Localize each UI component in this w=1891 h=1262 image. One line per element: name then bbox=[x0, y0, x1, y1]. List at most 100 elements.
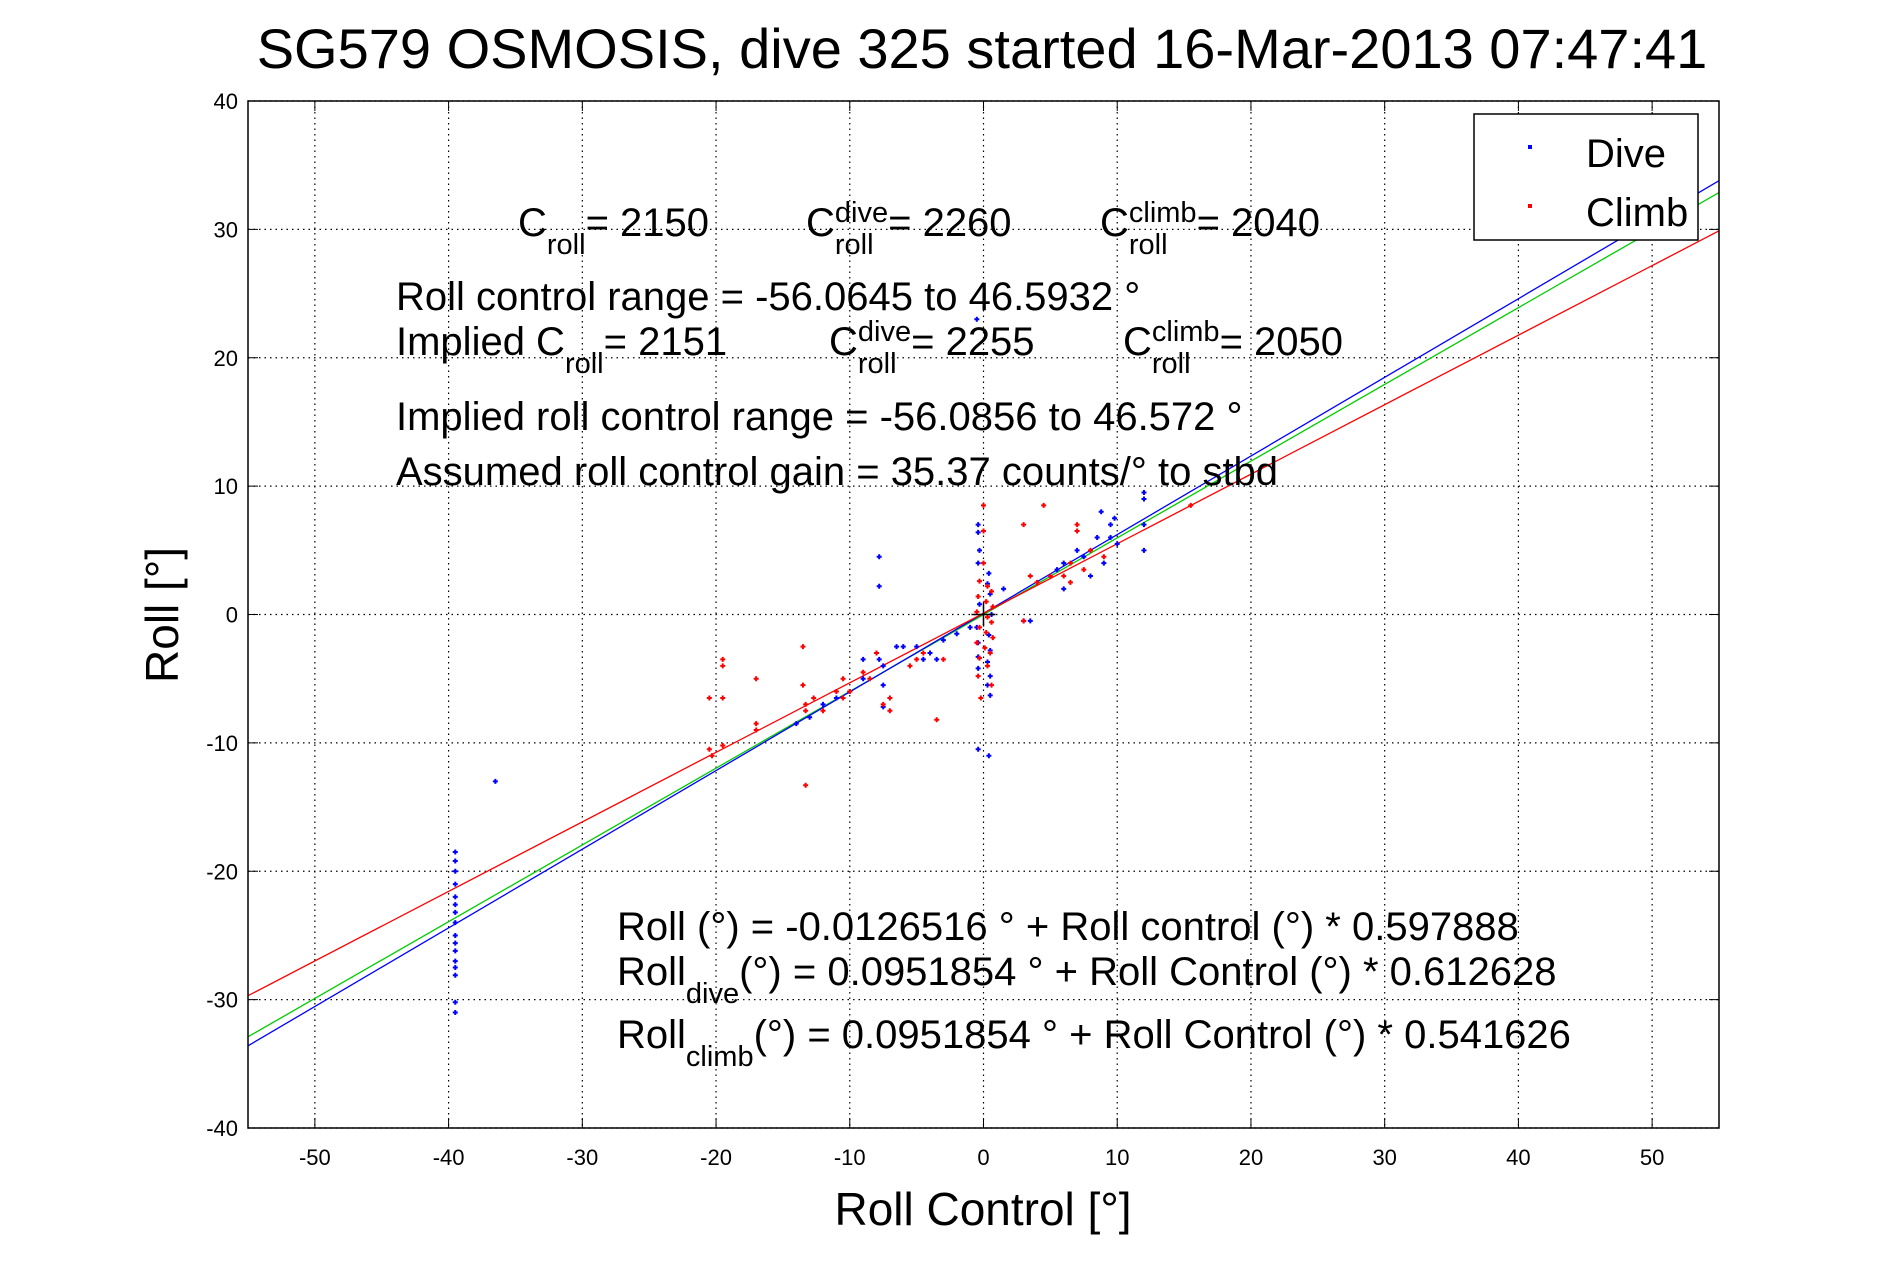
dive-point bbox=[1101, 560, 1107, 566]
annotation-text: (°) = 0.0951854 ° + Roll Control (°) * 0… bbox=[739, 950, 1556, 994]
annotation-text: Implied roll control range = -56.0856 to… bbox=[396, 395, 1243, 439]
climb-point bbox=[720, 663, 726, 669]
annotation-superscript: dive bbox=[858, 316, 911, 348]
dive-point bbox=[974, 316, 980, 322]
climb-point bbox=[981, 528, 986, 534]
dive-point bbox=[986, 632, 992, 638]
dive-point bbox=[452, 881, 458, 887]
climb-point bbox=[975, 594, 981, 600]
climb-point bbox=[987, 650, 993, 656]
dive-point bbox=[954, 631, 960, 637]
dive-point bbox=[452, 972, 458, 978]
climb-point bbox=[880, 701, 886, 707]
climb-point bbox=[887, 695, 893, 701]
dive-point bbox=[793, 721, 799, 727]
climb-point bbox=[867, 676, 873, 682]
dive-point bbox=[452, 965, 458, 971]
x-tick-label: -10 bbox=[834, 1145, 866, 1170]
dive-point bbox=[452, 858, 458, 864]
y-tick-label: 20 bbox=[214, 346, 238, 371]
climb-point bbox=[975, 673, 981, 679]
annotation-text: (°) = 0.0951854 ° + Roll Control (°) * 0… bbox=[754, 1013, 1571, 1057]
dive-point bbox=[976, 547, 982, 553]
dive-point bbox=[975, 665, 981, 671]
dive-point bbox=[987, 692, 993, 698]
x-tick-label: 50 bbox=[1640, 1145, 1664, 1170]
climb-point bbox=[833, 689, 839, 695]
climb-point bbox=[976, 578, 982, 584]
climb-point bbox=[990, 635, 996, 641]
climb-point bbox=[720, 695, 726, 701]
dive-point bbox=[987, 673, 993, 679]
dive-point bbox=[914, 644, 920, 650]
dive-point bbox=[452, 868, 458, 874]
climb-point bbox=[753, 721, 759, 727]
climb-point bbox=[1061, 573, 1067, 579]
y-tick-label: -10 bbox=[206, 731, 238, 756]
annotation-superscript: climb bbox=[1129, 197, 1197, 229]
climb-point bbox=[983, 599, 989, 605]
climb-point bbox=[847, 689, 853, 695]
dive-point bbox=[452, 849, 458, 855]
origin-cross bbox=[971, 602, 996, 627]
annotation-subscript: roll bbox=[547, 229, 586, 261]
x-tick-label: 10 bbox=[1105, 1145, 1129, 1170]
x-tick-label: -40 bbox=[433, 1145, 465, 1170]
climb-point bbox=[989, 619, 995, 625]
dive-point bbox=[452, 999, 458, 1005]
climb-point bbox=[1188, 502, 1194, 508]
climb-point bbox=[982, 645, 988, 651]
climb-point bbox=[974, 640, 980, 646]
climb-point bbox=[706, 695, 712, 701]
climb-point bbox=[803, 782, 809, 788]
dive-point bbox=[860, 656, 866, 662]
dive-point bbox=[1108, 522, 1114, 528]
climb-point bbox=[803, 701, 809, 707]
climb-point bbox=[800, 682, 806, 688]
annotation-text: = 2260 bbox=[888, 201, 1011, 245]
climb-point bbox=[990, 604, 996, 610]
dive-point bbox=[934, 656, 940, 662]
annotation-subscript: roll bbox=[835, 229, 874, 261]
annotation-text: = 2050 bbox=[1220, 320, 1343, 364]
dive-point bbox=[833, 695, 839, 701]
annotation-text: Roll control range = -56.0645 to 46.5932… bbox=[396, 275, 1140, 319]
climb-point bbox=[920, 650, 926, 656]
dive-point bbox=[1001, 586, 1007, 592]
climb-point bbox=[985, 663, 991, 669]
y-tick-label: -20 bbox=[206, 859, 238, 884]
climb-point bbox=[803, 708, 809, 714]
annotation-text: C bbox=[1123, 320, 1152, 364]
annotation-text: C bbox=[518, 201, 547, 245]
climb-point bbox=[940, 656, 946, 662]
climb-point bbox=[978, 695, 984, 701]
climb-point bbox=[1067, 560, 1073, 566]
climb-point bbox=[1047, 573, 1053, 579]
climb-point bbox=[840, 695, 846, 701]
climb-point bbox=[1021, 618, 1027, 624]
dive-point bbox=[976, 601, 982, 607]
dive-point bbox=[927, 650, 933, 656]
x-tick-label: -20 bbox=[700, 1145, 732, 1170]
annotation-superscript: dive bbox=[835, 197, 888, 229]
climb-point bbox=[753, 676, 759, 682]
climb-point bbox=[1041, 502, 1047, 508]
x-tick-label: 20 bbox=[1239, 1145, 1263, 1170]
dive-point bbox=[1098, 509, 1104, 515]
climb-point bbox=[874, 650, 880, 656]
x-axis-label: Roll Control [°] bbox=[834, 1183, 1131, 1235]
climb-point bbox=[1074, 522, 1080, 528]
dive-point bbox=[876, 656, 882, 662]
legend-climb-marker bbox=[1528, 204, 1532, 208]
dive-point bbox=[975, 529, 981, 535]
dive-point bbox=[1027, 618, 1033, 624]
annotation-text: Roll (°) = -0.0126516 ° + Roll control (… bbox=[617, 905, 1519, 949]
axis-ticks: -50 -40 -30 -20 -10 0 10 20 30 40 50 -40 -30 -20 -10 0 1… bbox=[206, 89, 1719, 1170]
climb-point bbox=[811, 695, 817, 701]
climb-point bbox=[800, 644, 806, 650]
climb-point bbox=[985, 583, 991, 589]
annotation-text: Roll bbox=[617, 950, 686, 994]
climb-point bbox=[1027, 573, 1033, 579]
climb-point bbox=[1034, 579, 1040, 585]
